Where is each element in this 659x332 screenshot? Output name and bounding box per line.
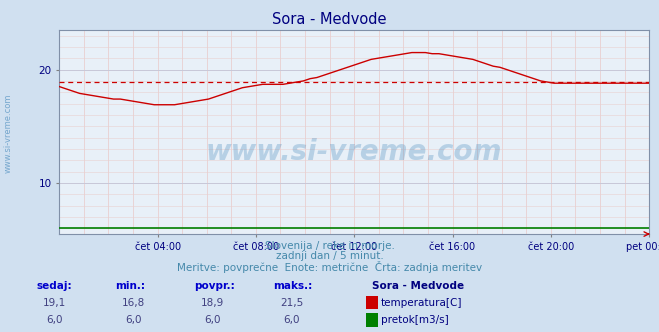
- Text: 6,0: 6,0: [125, 315, 142, 325]
- Text: povpr.:: povpr.:: [194, 281, 235, 290]
- Text: 18,9: 18,9: [201, 298, 225, 308]
- Text: 19,1: 19,1: [43, 298, 67, 308]
- Text: www.si-vreme.com: www.si-vreme.com: [3, 93, 13, 173]
- Text: pretok[m3/s]: pretok[m3/s]: [381, 315, 449, 325]
- Text: Sora - Medvode: Sora - Medvode: [372, 281, 465, 290]
- Text: Slovenija / reke in morje.: Slovenija / reke in morje.: [264, 241, 395, 251]
- Text: Meritve: povprečne  Enote: metrične  Črta: zadnja meritev: Meritve: povprečne Enote: metrične Črta:…: [177, 261, 482, 273]
- Text: 6,0: 6,0: [46, 315, 63, 325]
- Text: sedaj:: sedaj:: [36, 281, 72, 290]
- Text: 6,0: 6,0: [283, 315, 301, 325]
- Text: www.si-vreme.com: www.si-vreme.com: [206, 138, 502, 166]
- Text: temperatura[C]: temperatura[C]: [381, 298, 463, 308]
- Text: 21,5: 21,5: [280, 298, 304, 308]
- Text: 6,0: 6,0: [204, 315, 221, 325]
- Text: Sora - Medvode: Sora - Medvode: [272, 12, 387, 27]
- Text: min.:: min.:: [115, 281, 146, 290]
- Text: 16,8: 16,8: [122, 298, 146, 308]
- Text: zadnji dan / 5 minut.: zadnji dan / 5 minut.: [275, 251, 384, 261]
- Text: maks.:: maks.:: [273, 281, 313, 290]
